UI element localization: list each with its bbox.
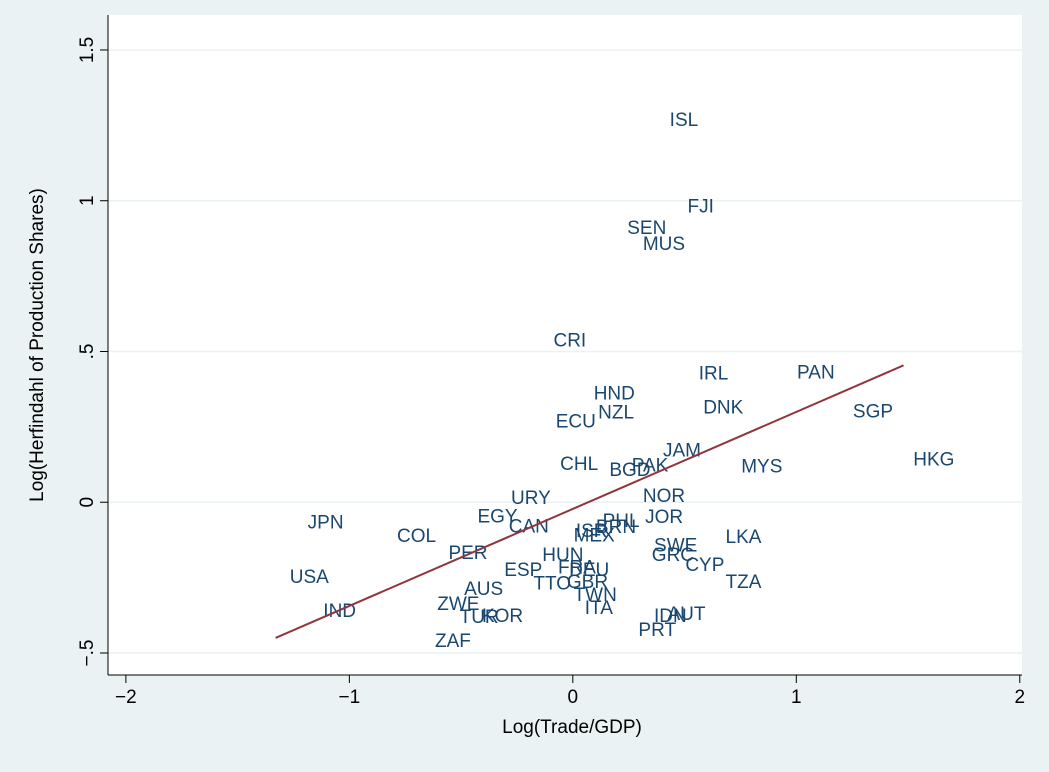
point-label: JPN — [308, 512, 344, 533]
point-label: MEX — [574, 525, 616, 546]
point-label: MUS — [643, 234, 685, 255]
point-label: ECU — [556, 411, 596, 432]
point-label: TZA — [726, 572, 762, 593]
point-label: CHL — [560, 454, 598, 475]
point-label: ESP — [504, 560, 542, 581]
point-label: USA — [290, 567, 329, 588]
point-label: HND — [594, 383, 635, 404]
fit-line — [275, 364, 904, 639]
point-label: JAM — [663, 440, 701, 461]
point-label: ISL — [670, 110, 699, 131]
y-tick-label: −.5 — [77, 640, 98, 667]
y-tick-label: 1 — [77, 195, 98, 206]
point-label: DEU — [569, 560, 609, 581]
point-label: FJI — [688, 197, 714, 218]
point-label: TUR — [460, 607, 499, 628]
point-label: AUT — [667, 604, 705, 625]
point-label: IDN — [654, 606, 687, 627]
point-label: PRT — [638, 620, 676, 641]
point-label: NZL — [598, 402, 634, 423]
point-label: BRN — [596, 517, 636, 538]
point-label: GRC — [652, 545, 694, 566]
point-label: EGY — [477, 506, 517, 527]
point-label: IRL — [699, 363, 729, 384]
plot-region — [108, 15, 1022, 675]
point-label: PHL — [603, 511, 640, 532]
x-tick-label: −2 — [115, 687, 137, 708]
x-tick-label: 1 — [791, 687, 802, 708]
y-tick-label: .5 — [77, 344, 98, 360]
point-label: KOR — [482, 606, 523, 627]
point-label: SGP — [853, 401, 893, 422]
y-tick-label: 0 — [77, 497, 98, 508]
x-tick-label: 0 — [568, 687, 579, 708]
point-label: COL — [397, 526, 436, 547]
point-label: SWE — [654, 535, 697, 556]
point-label: TTO — [533, 573, 571, 594]
point-label: SEN — [627, 218, 666, 239]
x-axis-label: Log(Trade/GDP) — [502, 717, 642, 738]
x-tick-label: −1 — [339, 687, 361, 708]
point-label: LKA — [726, 527, 762, 548]
x-tick-label: 2 — [1014, 687, 1025, 708]
point-label: AUS — [464, 579, 503, 600]
point-label: ZAF — [435, 631, 471, 652]
point-label: ZWE — [437, 594, 479, 615]
point-label: TWN — [574, 585, 617, 606]
point-label: FRA — [558, 557, 596, 578]
point-label: URY — [511, 488, 551, 509]
point-label: CYP — [685, 555, 724, 576]
point-label: HKG — [913, 449, 954, 470]
y-axis-label: Log(Herfindahl of Production Shares) — [27, 188, 48, 502]
point-label: GBR — [567, 572, 608, 593]
point-label: PAN — [797, 363, 835, 384]
point-label: MYS — [741, 456, 782, 477]
point-label: BGD — [609, 460, 650, 481]
point-label: NOR — [643, 486, 685, 507]
point-label: ISR — [576, 521, 608, 542]
point-label: ITA — [585, 598, 613, 619]
point-label: JOR — [645, 507, 683, 528]
point-label: HUN — [542, 545, 583, 566]
point-label: DNK — [703, 397, 743, 418]
point-label: CRI — [553, 331, 586, 352]
y-tick-label: 1.5 — [77, 37, 98, 63]
